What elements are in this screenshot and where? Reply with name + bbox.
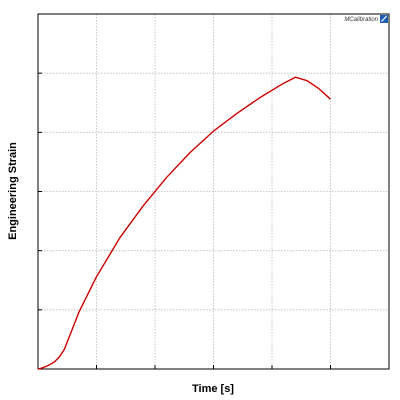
y-axis-title: Engineering Strain [7,142,19,240]
mcalibration-logo: MCalibration [344,15,388,23]
strain-series-line [37,76,331,370]
data-series [37,76,331,370]
axis-ticks [37,13,390,370]
calibration-logo-icon [380,15,388,23]
logo-text: MCalibration [344,17,378,23]
grid-lines [38,14,389,369]
x-axis-title: Time [s] [192,383,234,395]
